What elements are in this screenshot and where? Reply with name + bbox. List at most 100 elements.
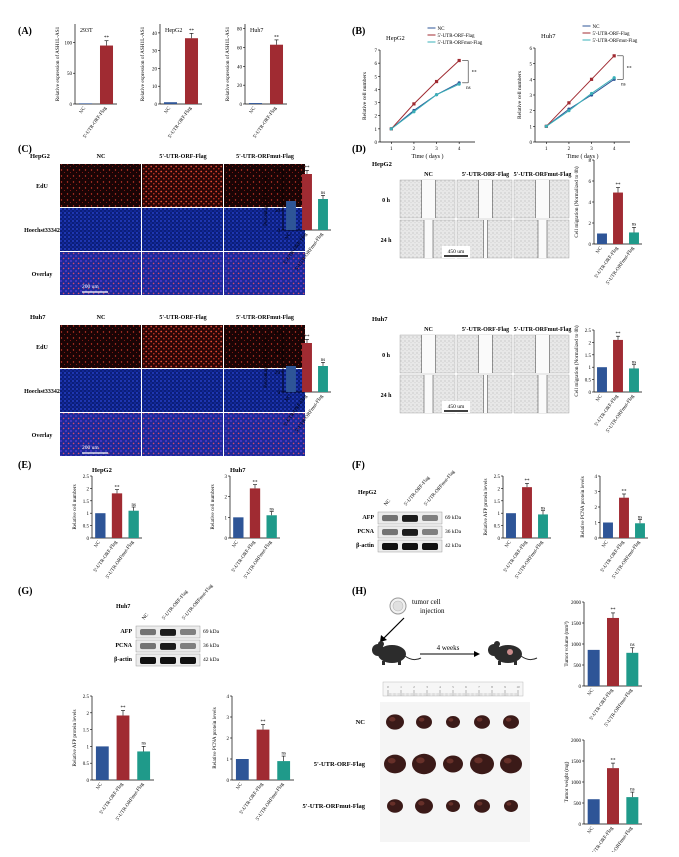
y-tick-label: 2.5 (83, 475, 90, 480)
bar (95, 746, 109, 780)
bar (184, 38, 199, 104)
y-axis-label: Percentage of EdU+cells (262, 174, 269, 226)
fluorescence-image (142, 413, 223, 456)
tumor (416, 715, 432, 729)
panel-d-huh7-grid: Huh7 NC 5'-UTR-ORF-Flag 5'-UTR-ORFmut-Flag 0… (372, 316, 571, 414)
panel-a-chart: 0 10 20 30 40 NC ** 5'-UTR-ORF-Flag Relative exp… (139, 24, 202, 139)
blot-row-label: AFP (120, 629, 132, 635)
x-tick-label: 1 (545, 147, 548, 152)
y-tick-label: 1 (498, 512, 501, 517)
blot-band (140, 643, 156, 650)
panel-g-afp-bar: 00.511.522.5NC**5'-UTR-ORF-Flagns5'-UTR-… (72, 695, 154, 822)
x-tick-label: 5'-UTR-ORFmut-Flag (606, 246, 636, 286)
y-tick-label: 4 (595, 475, 598, 480)
y-tick-label: 2.5 (585, 329, 592, 334)
panel-b-hepg2: 0 1 2 3 4 5 6 7 1 2 3 4 ** ns Time ( days ) Relative ce… (362, 27, 483, 160)
tumor-row-label: 5'-UTR-ORFmut-Flag (303, 803, 366, 810)
scratch-gap (424, 375, 433, 413)
group-header: 5'-UTR-ORFmut-Flag (514, 172, 572, 178)
chart-title: 293T (80, 28, 93, 34)
y-tick-label: 20 (237, 84, 243, 89)
ruler-number: 3 (426, 685, 428, 689)
y-axis-label: Cell migration (Normalized to 0h) (573, 325, 580, 396)
bar (266, 515, 277, 538)
mouse-tail (404, 655, 422, 661)
tumor-highlight (389, 717, 396, 722)
bar (613, 339, 623, 392)
fluorescence-image (60, 252, 141, 295)
x-tick-label: NC (285, 394, 293, 403)
cell-label: Huh7 (372, 316, 388, 323)
y-tick-label: 2 (225, 496, 228, 501)
x-axis-label: Time ( days ) (567, 153, 599, 160)
row-label: 0 h (382, 353, 391, 359)
y-tick-label: 1.5 (83, 500, 90, 505)
y-tick-label: 0 (87, 537, 90, 542)
lane-label: NC (142, 612, 151, 621)
y-axis-label: Cell migration (Normalized to 0h) (573, 166, 580, 237)
bar (607, 768, 619, 824)
y-tick-label: 500 (574, 664, 582, 669)
blot-band (402, 529, 418, 536)
scale-bar-label: 200 um (82, 284, 99, 290)
tumor (443, 755, 463, 773)
bar (137, 751, 151, 780)
scratch-gap (483, 220, 488, 258)
y-tick-label: 0.5 (83, 525, 90, 530)
tumor (386, 714, 404, 730)
significance-label: ns (281, 751, 286, 756)
injection-arrowhead (380, 635, 387, 642)
mouse-ear (378, 641, 384, 647)
panel-e-huh7: 0123NC**5'-UTR-ORF-Flagns5'-UTR-ORFmut-F… (210, 475, 280, 580)
panel-letter: (A) (18, 26, 32, 37)
blot-row-label: PCNA (357, 529, 374, 535)
y-tick-label: 1 (225, 516, 228, 521)
series-line (390, 60, 460, 130)
y-tick-label: 1 (530, 125, 533, 130)
significance-label: ns (630, 643, 635, 648)
mouse-leg (514, 661, 517, 665)
legend-label: 5'-UTR-ORF-Flag (593, 32, 631, 37)
tumor (500, 754, 522, 774)
x-tick-label: NC (505, 540, 513, 549)
row-label: Hoechst33342 (24, 389, 60, 395)
data-point (589, 77, 594, 81)
tumor (415, 798, 433, 814)
fluorescence-image (224, 252, 305, 295)
bar (607, 617, 619, 686)
scale-bar-label: 450 um (448, 404, 465, 410)
bar (111, 493, 123, 538)
group-header: NC (424, 172, 433, 178)
group-header: 5'-UTR-ORF-Flag (462, 172, 509, 178)
tumor-row-label: 5'-UTR-ORF-Flag (314, 761, 366, 768)
scratch-gap (478, 335, 493, 373)
data-point (457, 82, 461, 86)
tumor-highlight (389, 801, 396, 806)
y-tick-label: 3 (530, 94, 533, 99)
group-header: NC (97, 154, 106, 160)
bar (269, 44, 284, 104)
x-tick-label: 1 (390, 147, 393, 152)
y-tick-label: 2.5 (83, 695, 90, 700)
y-tick-label: 3 (227, 716, 230, 721)
row-label: Overlay (32, 272, 53, 278)
scratch-gap (483, 375, 488, 413)
significance-label: ** (115, 485, 121, 490)
y-tick-label: 2000 (571, 601, 582, 606)
y-tick-label: 10 (152, 85, 158, 90)
bar (522, 487, 532, 538)
group-header: 5'-UTR-ORF-Flag (159, 315, 206, 321)
bar (128, 510, 139, 538)
x-tick-label: NC (596, 394, 604, 403)
x-tick-label: NC (79, 106, 87, 115)
blot-band (140, 629, 156, 636)
mouse-leg (382, 661, 385, 665)
tumor (474, 799, 490, 813)
blot-band (382, 515, 398, 522)
panel-e-hepg2: 00.511.522.5NC**5'-UTR-ORF-Flagns5'-UTR-… (72, 475, 142, 580)
ruler: 0 1 2 3 4 5 6 7 8 9 10 (382, 681, 524, 697)
timeline-arrowhead (474, 651, 480, 657)
panel-b-huh7: 0 1 2 3 4 5 6 1 2 3 4 ** ns Time ( days ) Relative cel… (517, 25, 638, 160)
bar (302, 343, 312, 392)
significance-label: ** (261, 720, 267, 725)
